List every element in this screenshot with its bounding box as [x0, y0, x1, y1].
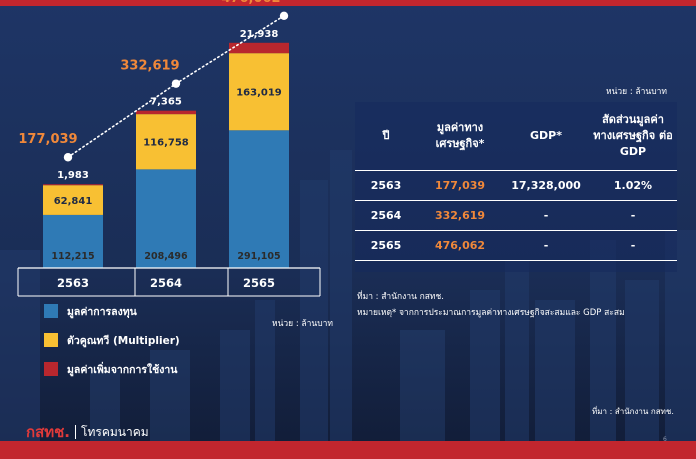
table-cell-value: 476,062	[417, 230, 503, 261]
x-tick-label-2564: 2564	[150, 276, 182, 290]
legend-swatch-investment	[44, 304, 58, 318]
summary-table: ปี มูลค่าทาง เศรษฐกิจ* GDP* สัดส่วนมูลค่…	[355, 102, 677, 261]
header-gdp: GDP*	[503, 102, 589, 171]
legend-swatch-multiplier	[44, 333, 58, 347]
table-cell-year: 2565	[355, 230, 417, 261]
header-ratio: สัดส่วนมูลค่า ทางเศรษฐกิจ ต่อ GDP	[589, 102, 677, 171]
chart-legend: มูลค่าการลงทุน ตัวคูณทวี (Multiplier) มู…	[44, 303, 180, 390]
table-cell-gdp: -	[503, 200, 589, 231]
table-cell-ratio: -	[589, 230, 677, 261]
legend-swatch-value-added	[44, 362, 58, 376]
bar-2563-series-0	[43, 214, 103, 268]
chart-unit-label: หน่วย : ล้านบาท	[272, 319, 333, 329]
bar-2565-series-2	[229, 42, 289, 54]
table-row: 2564 332,619 - -	[355, 200, 677, 231]
logo-mark: กสทช.	[26, 423, 71, 441]
table-header-row: ปี มูลค่าทาง เศรษฐกิจ* GDP* สัดส่วนมูลค่…	[355, 102, 677, 171]
summary-table-panel: ปี มูลค่าทาง เศรษฐกิจ* GDP* สัดส่วนมูลค่…	[355, 102, 677, 272]
table-note: หมายเหตุ* จากการประมาณการมูลค่าทางเศรษฐก…	[357, 308, 625, 318]
table-row: 2563 177,039 17,328,000 1.02%	[355, 170, 677, 201]
value-label-value-added-2563: 1,983	[57, 170, 89, 181]
table-source: ที่มา : สำนักงาน กสทช.	[357, 292, 445, 302]
x-tick-label-2563: 2563	[57, 276, 89, 290]
total-label-2565: 476,062	[221, 0, 280, 6]
bar-2564-series-0	[136, 169, 196, 268]
table-cell-ratio: 1.02%	[589, 170, 677, 201]
header-year: ปี	[355, 102, 417, 171]
footer-source: ที่มา : สำนักงาน กสทช.	[592, 407, 674, 416]
table-row: 2565 476,062 - -	[355, 230, 677, 261]
bottom-accent-bar	[0, 441, 696, 459]
page-number: 6	[663, 436, 667, 443]
value-label-value-added-2564: 7,365	[150, 97, 182, 108]
total-point-2563	[63, 153, 73, 162]
legend-item-multiplier: ตัวคูณทวี (Multiplier)	[44, 332, 180, 348]
legend-label-multiplier: ตัวคูณทวี (Multiplier)	[67, 334, 180, 347]
x-tick-label-2565: 2565	[243, 276, 275, 290]
logo-divider	[75, 425, 77, 439]
bar-2565-series-0	[229, 130, 289, 268]
value-label-investment-2563: 112,215	[51, 251, 94, 262]
logo-text: โทรคมนาคม	[81, 424, 149, 439]
table-cell-gdp: -	[503, 230, 589, 261]
table-cell-gdp: 17,328,000	[503, 170, 589, 201]
value-label-multiplier-2565: 163,019	[236, 88, 282, 99]
total-point-2565	[279, 11, 289, 20]
legend-item-value-added: มูลค่าเพิ่มจากการใช้งาน	[44, 361, 180, 377]
total-label-2564: 332,619	[120, 59, 179, 74]
legend-label-value-added: มูลค่าเพิ่มจากการใช้งาน	[67, 363, 178, 376]
value-label-multiplier-2563: 62,841	[54, 196, 93, 207]
header-economic-value: มูลค่าทาง เศรษฐกิจ*	[417, 102, 503, 171]
bar-2563-series-2	[43, 184, 103, 186]
total-point-2564	[171, 79, 181, 88]
bar-2564-series-2	[136, 110, 196, 115]
nbtc-logo: กสทช. โทรคมนาคม	[26, 420, 149, 444]
table-cell-value: 177,039	[417, 170, 503, 201]
table-cell-year: 2564	[355, 200, 417, 231]
top-accent-bar	[0, 0, 696, 6]
value-label-investment-2564: 208,496	[144, 251, 188, 262]
value-label-multiplier-2564: 116,758	[143, 138, 189, 149]
table-cell-year: 2563	[355, 170, 417, 201]
total-label-2563: 177,039	[18, 132, 77, 147]
value-label-value-added-2565: 21,938	[240, 29, 279, 40]
table-cell-ratio: -	[589, 200, 677, 231]
table-cell-value: 332,619	[417, 200, 503, 231]
legend-label-investment: มูลค่าการลงทุน	[67, 305, 137, 318]
bar-2565-series-1	[229, 53, 289, 131]
value-label-investment-2565: 291,105	[237, 251, 280, 262]
bar-2563-series-1	[43, 185, 103, 215]
table-unit-label: หน่วย : ล้านบาท	[606, 87, 667, 97]
legend-item-investment: มูลค่าการลงทุน	[44, 303, 180, 319]
bar-2564-series-1	[136, 114, 196, 170]
